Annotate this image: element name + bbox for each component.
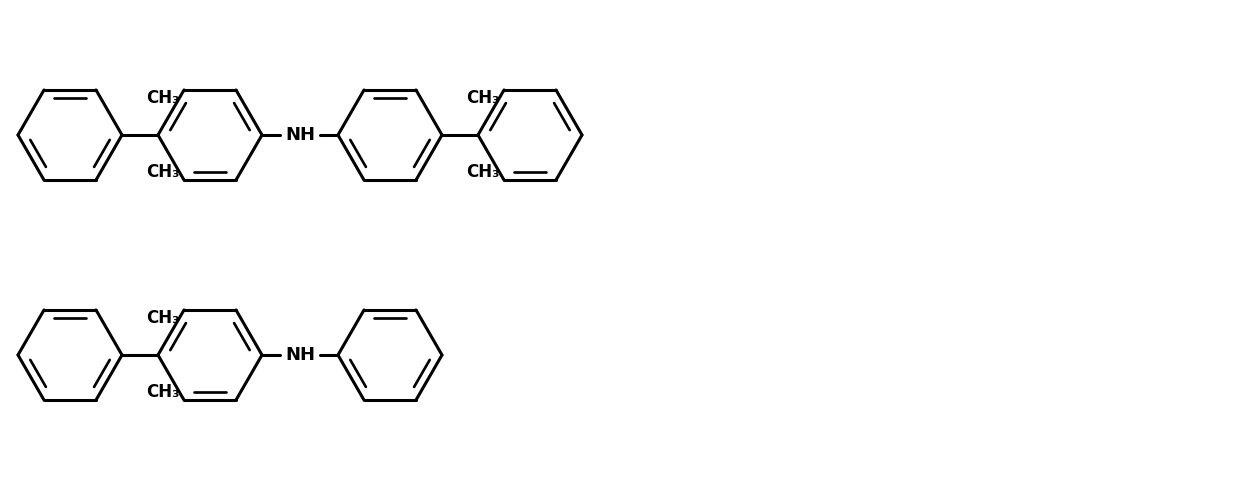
Text: CH₃: CH₃ — [466, 163, 500, 181]
Text: CH₃: CH₃ — [466, 89, 500, 107]
Text: NH: NH — [284, 126, 315, 144]
Text: CH₃: CH₃ — [147, 309, 179, 327]
Text: CH₃: CH₃ — [147, 163, 179, 181]
Text: CH₃: CH₃ — [147, 383, 179, 401]
Text: NH: NH — [284, 346, 315, 364]
Text: CH₃: CH₃ — [147, 89, 179, 107]
